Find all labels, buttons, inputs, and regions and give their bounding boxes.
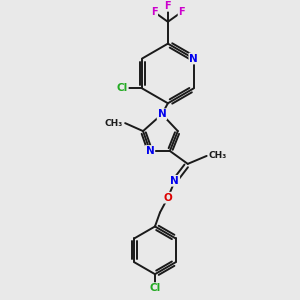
Text: CH₃: CH₃ [105,118,123,127]
Text: Cl: Cl [149,283,161,293]
Text: O: O [164,193,172,203]
Text: N: N [170,176,179,186]
Text: F: F [151,7,157,17]
Text: N: N [158,109,166,119]
Text: N: N [146,146,154,156]
Text: CH₃: CH₃ [208,152,227,160]
Text: F: F [178,7,185,17]
Text: F: F [165,1,171,11]
Text: N: N [189,54,198,64]
Text: Cl: Cl [117,83,128,93]
